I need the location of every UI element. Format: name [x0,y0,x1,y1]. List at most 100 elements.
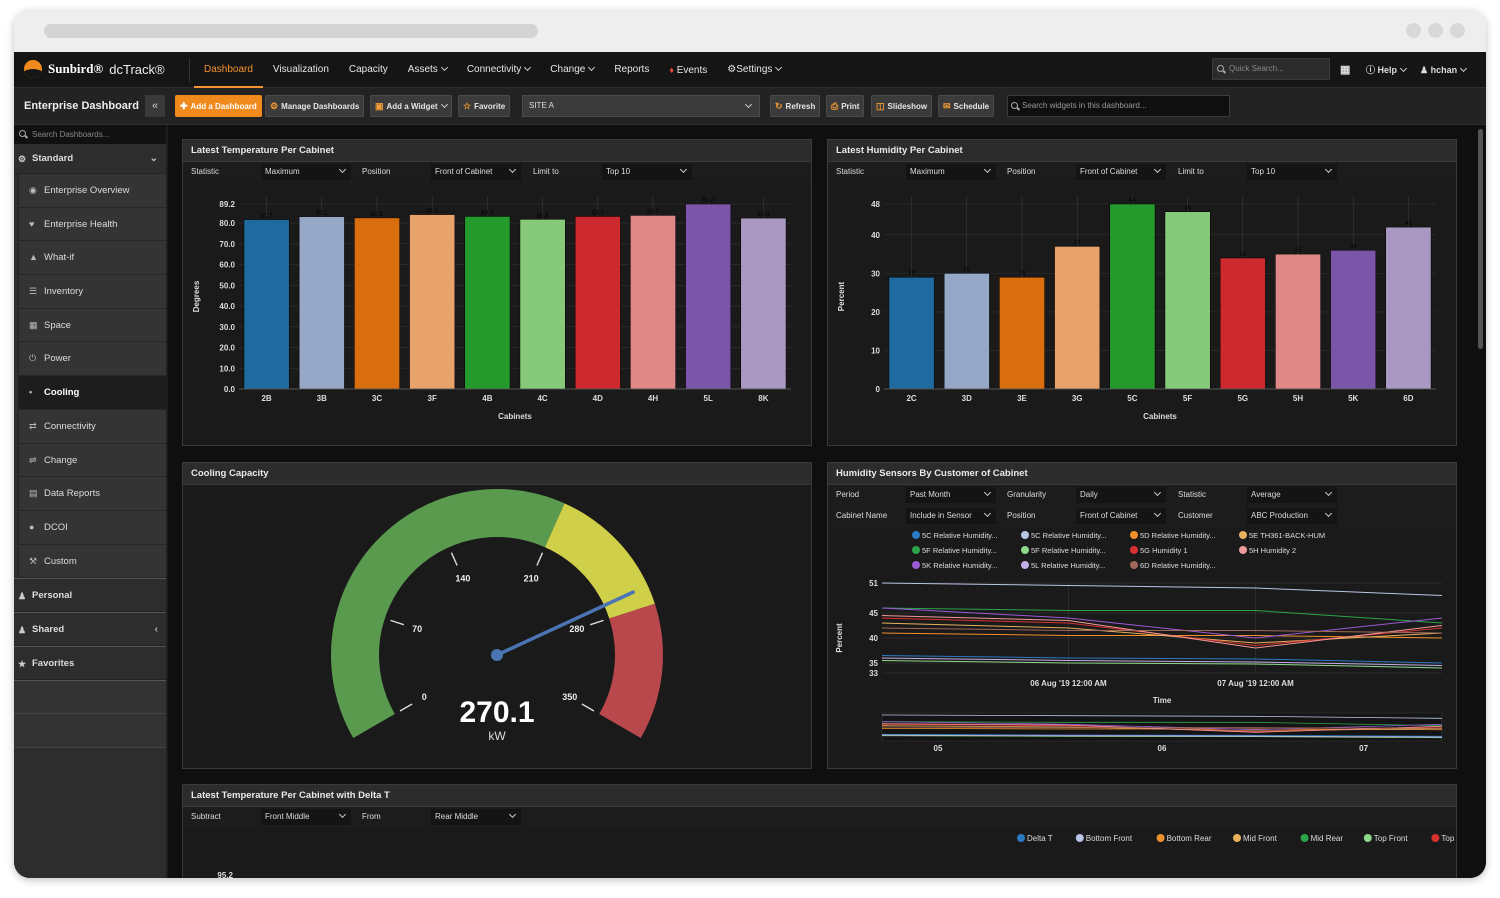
legend-label: 5D Relative Humidity... [1140,531,1216,540]
quick-search-input[interactable]: Quick Search... [1212,58,1330,80]
statistic-select[interactable]: Maximum [906,164,996,180]
window-control[interactable] [1450,23,1465,38]
sidebar-group-personal[interactable]: ♟ Personal [14,578,166,613]
y-tick-label: 10.0 [219,364,235,373]
legend-item[interactable]: 5F Relative Humidity... [912,546,997,555]
customer-select[interactable]: ABC Production [1247,508,1337,524]
add-widget-button[interactable]: ▣ Add a Widget [370,95,452,117]
temperature-bar-chart: 0.0 10.0 20.0 30.0 40.0 50.0 60.0 70.0 80.0 89.2 8… [192,196,791,421]
window-control[interactable] [1406,23,1421,38]
nav-assets[interactable]: Assets [398,52,457,88]
legend-swatch [1233,834,1241,842]
legend-item[interactable]: 5D Relative Humidity... [1130,531,1216,540]
sidebar-item-enterprise-overview[interactable]: ◉ Enterprise Overview [18,174,166,208]
sidebar-item-connectivity[interactable]: ⇄ Connectivity [18,409,166,444]
x-tick-label: 4D [593,394,603,403]
legend-item[interactable]: 5C Relative Humidity... [1021,531,1107,540]
widget-search-input[interactable]: Search widgets in this dashboard... [1007,95,1230,117]
site-select[interactable]: SITE A [522,95,760,117]
statistic-select[interactable]: Average [1247,487,1337,503]
slideshow-button[interactable]: ◫ Slideshow [871,95,933,117]
refresh-button[interactable]: ↻ Refresh [770,95,821,117]
sidebar-item-what-if[interactable]: ▲ What-if [18,241,166,276]
legend-item[interactable]: 5L Relative Humidity... [1021,561,1105,570]
window-control[interactable] [1428,23,1443,38]
sidebar-group-standard[interactable]: ⚙ Standard ⌄ [14,144,166,174]
nav-label: Assets [407,64,438,75]
sidebar-item-change[interactable]: ⇌ Change [18,443,166,478]
sidebar-group-shared[interactable]: ♟ Shared ‹ [14,612,166,647]
add-dashboard-button[interactable]: ✚ Add a Dashboard [175,95,262,117]
sidebar: Search Dashboards... ⚙ Standard ⌄ ◉ Enterpr… [14,125,167,878]
series-line [881,660,1443,669]
sidebar-group-favorites[interactable]: ★ Favorites [14,646,166,681]
nav-settings[interactable]: ⚙Settings [717,52,791,88]
position-select[interactable]: Front of Cabinet [431,164,521,180]
sidebar-item-power[interactable]: ⏻ Power [18,342,166,377]
legend-label: 5H Humidity 2 [1249,546,1297,555]
sidebar-item-custom[interactable]: ⚒ Custom [18,544,166,579]
sidebar-item-space[interactable]: ▦ Space [18,308,166,343]
calendar-icon[interactable]: ▦ [1340,64,1351,76]
favorite-button[interactable]: ☆ Favorite [458,95,511,117]
print-button[interactable]: ⎙ Print [826,95,865,117]
schedule-button[interactable]: ✉ Schedule [938,95,995,117]
widget-filters: Period Past Month Granularity Daily Stat… [828,485,1456,506]
nav-connectivity[interactable]: Connectivity [457,52,540,88]
gauge-tick [450,552,458,566]
data-label: 42 [1405,221,1412,227]
filter-label: Subtract [191,812,221,821]
address-bar[interactable] [44,24,538,38]
series-line [881,607,1443,639]
subtract-select[interactable]: Front Middle [261,809,351,825]
select-value: Front of Cabinet [435,167,493,176]
dashboard-search-input[interactable]: Search Dashboards... [14,125,166,144]
y-tick-label: 89.2 [219,200,235,209]
statistic-select[interactable]: Maximum [261,164,351,180]
bar [298,216,345,390]
cabinet-name-select[interactable]: Include in Sensor [906,508,996,524]
help-menu[interactable]: ⓘ Help [1366,52,1408,88]
nav-dashboard[interactable]: Dashboard [194,52,263,88]
scrollbar[interactable] [1478,129,1483,349]
nav-visualization[interactable]: Visualization [263,52,339,88]
chevron-down-icon [1324,488,1333,497]
logo[interactable]: Sunbird® dcTrack® [24,60,165,78]
legend-item[interactable]: 5C Relative Humidity... [912,531,998,540]
from-select[interactable]: Rear Middle [431,809,521,825]
granularity-select[interactable]: Daily [1076,487,1166,503]
x-tick-label: 3G [1072,394,1083,403]
search-icon [19,130,26,137]
legend-swatch [912,531,920,539]
legend-item[interactable]: 5E TH361-BACK-HUM [1239,531,1325,540]
legend-item[interactable]: 5G Humidity 1 [1130,546,1188,555]
legend-item[interactable]: 5H Humidity 2 [1239,546,1296,555]
collapse-sidebar-button[interactable]: « [145,95,165,117]
nav-capacity[interactable]: Capacity [339,52,398,88]
sidebar-item-data-reports[interactable]: ▤ Data Reports [18,477,166,511]
user-menu[interactable]: ♟ hchan [1420,52,1468,88]
legend-item[interactable]: 5K Relative Humidity... [912,561,997,570]
sidebar-item-inventory[interactable]: ☰ Inventory [18,275,166,309]
legend-item[interactable]: 6D Relative Humidity... [1130,561,1216,570]
y-tick-label: 48 [871,200,880,209]
sidebar-item-dcoi[interactable]: ● DCOI [18,510,166,545]
nav-change[interactable]: Change [540,52,604,88]
nav-events[interactable]: ♦ Events [659,52,717,88]
x-tick-label: 6D [1403,394,1413,403]
sidebar-item-cooling[interactable]: • Cooling [18,376,166,410]
manage-dashboards-button[interactable]: ⚙ Manage Dashboards [265,95,365,117]
period-select[interactable]: Past Month [906,487,996,503]
sidebar-item-enterprise-health[interactable]: ♥ Enterprise Health [18,207,166,242]
position-select[interactable]: Front of Cabinet [1076,508,1166,524]
limit-select[interactable]: Top 10 [602,164,692,180]
group-label: Personal [32,590,73,602]
y-tick-label: 35 [869,659,878,668]
limit-select[interactable]: Top 10 [1247,164,1337,180]
filter-label: Statistic [1178,490,1207,499]
legend-item[interactable]: 5F Relative Humidity... [1021,546,1106,555]
nav-reports[interactable]: Reports [604,52,659,88]
nav-label: Reports [614,64,650,75]
navigator-line [881,723,1443,733]
position-select[interactable]: Front of Cabinet [1076,164,1166,180]
